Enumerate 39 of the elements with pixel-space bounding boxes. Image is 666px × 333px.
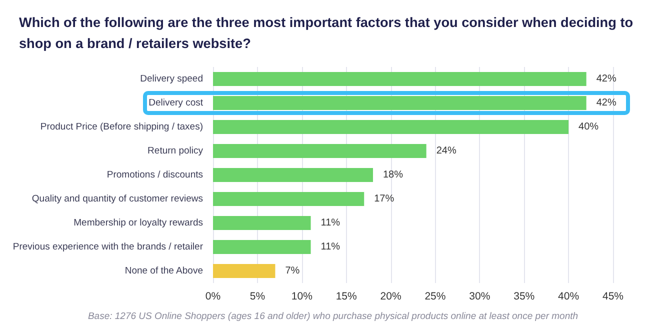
data-label: 42% <box>596 98 616 108</box>
y-tick-label: Delivery cost <box>148 98 204 108</box>
x-tick-label: 0% <box>205 290 221 302</box>
x-tick-label: 30% <box>469 290 490 302</box>
bar <box>213 144 426 158</box>
data-label: 7% <box>285 266 300 276</box>
bar <box>213 120 569 134</box>
y-tick-label: Delivery speed <box>140 74 203 84</box>
data-label: 18% <box>383 170 404 180</box>
x-tick-label: 25% <box>424 290 446 302</box>
text: Base: 1276 US Online Shoppers (ages 16 and older) who purchase physical products online at least once per month <box>86 311 580 322</box>
y-tick-label: Promotions / discounts <box>106 170 204 180</box>
y-tick-label: Membership or loyalty rewards <box>74 218 204 228</box>
bar <box>213 264 276 278</box>
y-tick-label: Previous experience with the brands / retailer <box>12 242 203 252</box>
bar <box>213 168 373 182</box>
bar <box>213 216 311 230</box>
x-tick-label: 35% <box>514 290 535 302</box>
y-tick-label: Product Price (Before shipping / taxes) <box>40 122 203 132</box>
x-tick-label: 20% <box>380 290 402 302</box>
data-label: 11% <box>320 218 340 228</box>
bar <box>213 240 311 254</box>
data-label: 42% <box>596 74 616 84</box>
bar <box>213 96 586 110</box>
y-tick-label: Quality and quantity of customer reviews <box>32 194 204 204</box>
data-label: 24% <box>436 146 456 156</box>
bar <box>213 72 586 86</box>
x-tick-label: 15% <box>336 290 357 302</box>
data-label: 11% <box>320 242 340 252</box>
y-tick-label: Return policy <box>148 146 204 156</box>
bar <box>213 192 364 206</box>
x-tick-label: 40% <box>558 290 580 302</box>
chart-title: Which of the following are the three most important factors that you consider when deciding to shop on a brand / retailers website? <box>19 14 634 53</box>
y-tick-label: None of the Above <box>124 266 203 276</box>
x-tick-label: 5% <box>250 290 266 302</box>
data-label: 40% <box>578 122 599 132</box>
x-tick-label: 45% <box>602 290 624 302</box>
data-label: 17% <box>374 194 394 204</box>
x-tick-label: 10% <box>291 290 312 302</box>
